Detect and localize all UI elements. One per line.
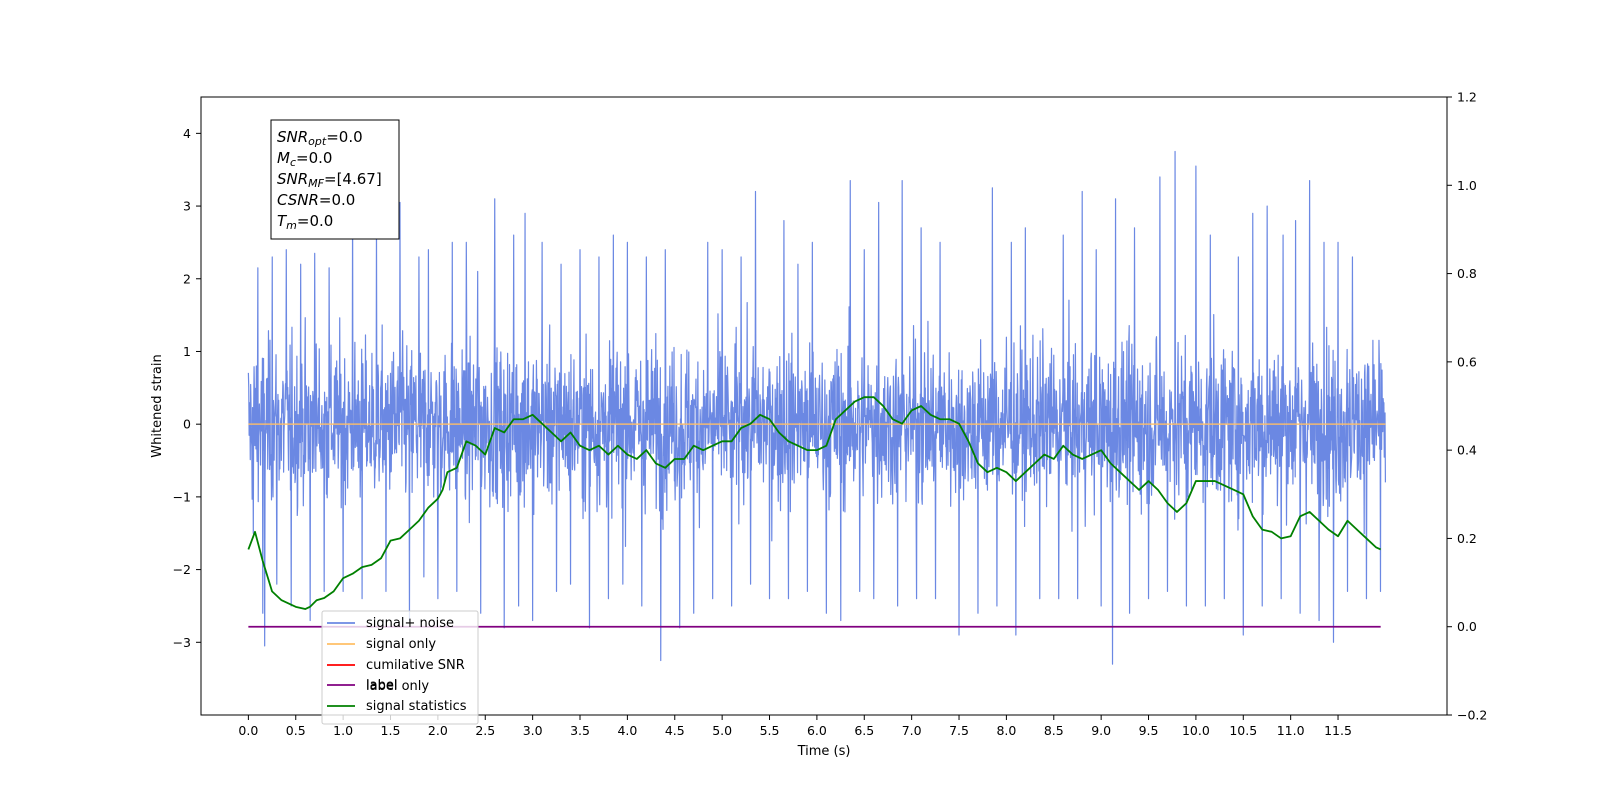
y-tick-label: 2 bbox=[183, 271, 191, 286]
x-tick-label: 10.5 bbox=[1229, 723, 1257, 738]
y2-tick-label: −0.2 bbox=[1457, 708, 1487, 723]
x-tick-label: 4.0 bbox=[617, 723, 637, 738]
x-tick-label: 5.0 bbox=[712, 723, 732, 738]
x-tick-label: 1.0 bbox=[333, 723, 353, 738]
y2-tick-label: 0.6 bbox=[1457, 354, 1477, 369]
annotation-line: Mc=0.0 bbox=[277, 149, 332, 169]
x-tick-label: 2.0 bbox=[428, 723, 448, 738]
x-tick-label: 8.0 bbox=[996, 723, 1016, 738]
y-tick-label: 1 bbox=[183, 344, 191, 359]
annotation-line: CSNR=0.0 bbox=[277, 191, 355, 209]
x-tick-label: 8.5 bbox=[1044, 723, 1064, 738]
y-tick-label: 3 bbox=[183, 199, 191, 214]
x-tick-label: 1.5 bbox=[381, 723, 401, 738]
y-tick-label: 0 bbox=[183, 417, 191, 432]
y-tick-label: −2 bbox=[173, 562, 191, 577]
x-tick-label: 0.0 bbox=[238, 723, 258, 738]
annotation-frame bbox=[270, 119, 400, 240]
x-tick-label: 6.5 bbox=[854, 723, 874, 738]
y2-tick-label: 1.0 bbox=[1457, 178, 1477, 193]
x-axis-label: Time (s) bbox=[797, 744, 851, 759]
series-signal-statistics bbox=[247, 396, 1382, 610]
x-tick-label: 11.5 bbox=[1324, 723, 1352, 738]
annotation-line: Tm=0.0 bbox=[277, 212, 333, 232]
y2-tick-label: 0.8 bbox=[1457, 266, 1477, 281]
x-tick-label: 0.5 bbox=[286, 723, 306, 738]
x-tick-label: 11.0 bbox=[1277, 723, 1305, 738]
x-tick-label: 4.5 bbox=[665, 723, 685, 738]
x-tick-label: 3.5 bbox=[570, 723, 590, 738]
y-tick-label: −3 bbox=[173, 635, 191, 650]
y2-tick-label: 0.2 bbox=[1457, 531, 1477, 546]
series-signal-noise bbox=[247, 150, 1387, 665]
axes: 0.0 0.5 1.0 1.5 2.0 2.5 3.0 3.5 4.0 4.5 5.0 5.5 6.0 6… bbox=[173, 90, 1488, 739]
y-axis-label: Whitened strain bbox=[150, 354, 165, 457]
x-tick-label: 3.0 bbox=[523, 723, 543, 738]
x-tick-label: 7.0 bbox=[902, 723, 922, 738]
legend: signal+ noise signal only cumilative SNR la… bbox=[321, 610, 479, 725]
x-tick-label: 6.0 bbox=[807, 723, 827, 738]
plot-frame bbox=[200, 96, 1448, 716]
legend-frame bbox=[321, 610, 479, 725]
x-tick-label: 2.5 bbox=[475, 723, 495, 738]
x-tick-label: 9.0 bbox=[1091, 723, 1111, 738]
annotation-line: SNRopt=0.0 bbox=[277, 128, 363, 148]
plot-area bbox=[247, 150, 1387, 665]
legend-label: label only bbox=[366, 679, 429, 694]
legend-label: signal+ noise bbox=[366, 616, 454, 631]
x-tick-label: 9.5 bbox=[1139, 723, 1159, 738]
legend-label: cumilative SNR bbox=[366, 658, 465, 673]
y-tick-label: −1 bbox=[173, 489, 191, 504]
legend-label: label bbox=[366, 678, 397, 693]
x-tick-label: 7.5 bbox=[949, 723, 969, 738]
y2-tick-label: 1.2 bbox=[1457, 90, 1477, 105]
legend-label: signal statistics bbox=[366, 699, 467, 714]
y2-tick-label: 0.4 bbox=[1457, 443, 1477, 458]
y2-tick-label: 0.0 bbox=[1457, 619, 1477, 634]
x-tick-label: 5.5 bbox=[760, 723, 780, 738]
y-tick-label: 4 bbox=[183, 126, 191, 141]
annotation-line: SNRMF=[4.67] bbox=[277, 170, 382, 190]
x-tick-label: 10.0 bbox=[1182, 723, 1210, 738]
legend-label: signal only bbox=[366, 637, 436, 652]
